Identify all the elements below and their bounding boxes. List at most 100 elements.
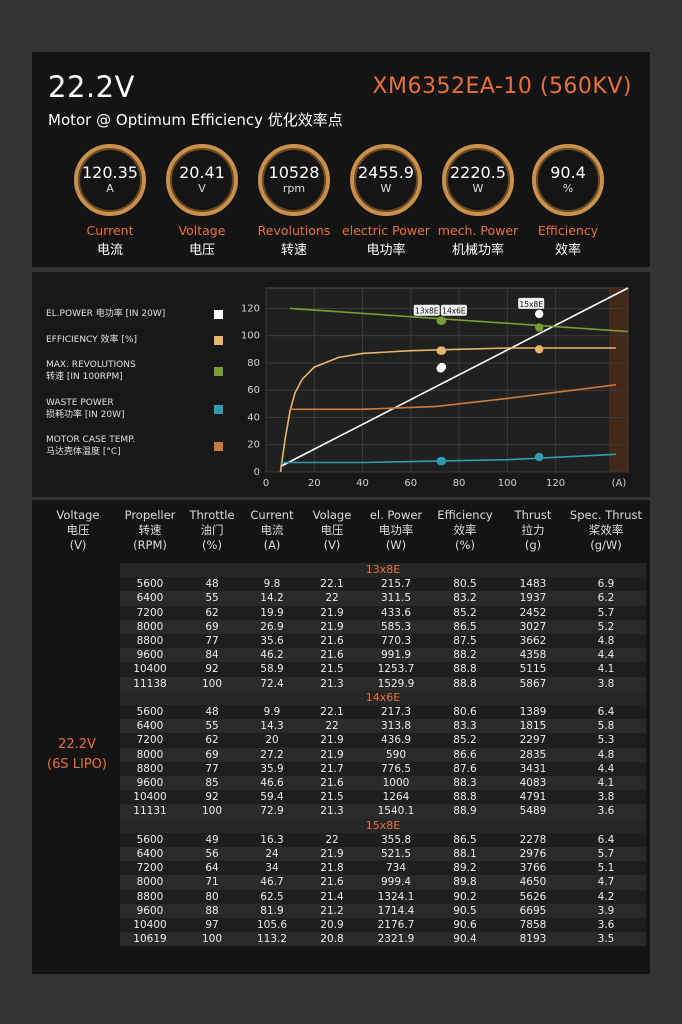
column-header-en: Spec. Thrust — [569, 508, 643, 522]
table-cell: 1389 — [519, 706, 547, 718]
column-header: Current 电流 (A) — [243, 508, 301, 553]
table-cell: 5.8 — [597, 720, 615, 733]
table-cell: 999.4 — [380, 876, 412, 889]
legend-item: EFFICIENCY 效率 [%] — [46, 334, 223, 346]
column-header-zh: 电压 — [320, 523, 344, 537]
table-cell: 8800 — [136, 635, 164, 647]
table-cell: 5867 — [519, 677, 547, 690]
table-cell: 9600 — [136, 904, 164, 917]
table-cell: 89.8 — [453, 876, 477, 889]
metric-card: 90.4% Efficiency 效率 — [522, 144, 614, 258]
column-header-zh: 转速 — [138, 523, 162, 537]
column-header-zh: 电功率 — [378, 523, 414, 537]
table-row — [120, 676, 646, 691]
table-cell: 5600 — [136, 706, 164, 718]
legend-swatch — [214, 336, 223, 345]
table-cell: 64 — [205, 862, 219, 875]
data-point — [437, 316, 447, 325]
table-cell: 62 — [205, 734, 219, 747]
table-cell: 56 — [205, 848, 219, 860]
table-cell: 9600 — [136, 777, 164, 789]
table-cell: 7858 — [519, 919, 547, 931]
table-cell: 46.7 — [260, 876, 284, 889]
column-header-zh: 油门 — [200, 523, 224, 537]
table-cell: 313.8 — [380, 720, 412, 733]
chart-panel: EL.POWER 电功率 [IN 20W] EFFICIENCY 效率 [%] MA… — [32, 272, 650, 497]
table-row — [120, 605, 646, 620]
column-header-unit: (%) — [455, 538, 475, 552]
table-cell: 521.5 — [380, 848, 412, 860]
table-row — [120, 705, 646, 720]
marker-label-box — [518, 297, 545, 309]
table-row — [120, 719, 646, 734]
column-header-en: Current — [250, 508, 294, 522]
table-cell: 21.6 — [320, 876, 344, 889]
x-tick-label: 40 — [356, 478, 369, 489]
legend-item: WASTE POWER 损耗功率 [IN 20W] — [46, 397, 223, 421]
table-cell: 590 — [385, 748, 407, 761]
metric-unit: rpm — [282, 182, 306, 195]
table-cell: 21.3 — [320, 805, 344, 818]
marker-label: 14x6E — [442, 307, 466, 316]
table-row — [120, 861, 646, 876]
legend-label: MOTOR CASE TEMP. — [46, 435, 136, 445]
marker-label-box — [440, 304, 467, 316]
table-row — [120, 761, 646, 776]
table-cell: 3431 — [519, 762, 547, 775]
column-header-unit: (RPM) — [133, 538, 167, 552]
table-cell: 69 — [205, 620, 219, 633]
column-header-en: Volage — [312, 508, 352, 522]
table-cell: 7200 — [136, 862, 164, 875]
x-tick-label: 0 — [263, 478, 269, 489]
table-cell: 991.9 — [380, 649, 412, 662]
metric-label-zh: 转速 — [280, 243, 307, 258]
table-cell: 77 — [205, 762, 219, 775]
marker-label: 15x8E — [519, 300, 543, 309]
model-title: XM6352EA-10 (560KV) — [372, 74, 632, 99]
y-tick-label: 80 — [247, 358, 260, 369]
table-cell: 48 — [205, 706, 219, 718]
table-cell: 1483 — [519, 578, 547, 591]
legend-label-cn: 转速 [IN 100RPM] — [46, 372, 123, 382]
legend-item: MAX. REVOLUTIONS 转速 [IN 100RPM] — [46, 359, 223, 383]
table-cell: 4.4 — [597, 762, 615, 775]
table-cell: 86.6 — [453, 748, 477, 761]
table-cell: 5.2 — [597, 620, 615, 633]
table-cell: 55 — [205, 720, 219, 733]
metric-label-zh: 电流 — [96, 243, 123, 258]
metric-unit: W — [380, 182, 392, 195]
table-cell: 69 — [205, 748, 219, 761]
table-cell: 88.3 — [453, 777, 477, 789]
table-cell: 21.9 — [320, 734, 344, 747]
table-cell: 88 — [205, 904, 219, 917]
metric-value: 2455.9 — [358, 163, 414, 182]
table-cell: 100 — [201, 805, 223, 818]
metric-label-zh: 效率 — [554, 243, 581, 258]
legend-swatch — [214, 310, 223, 319]
table-cell: 1815 — [519, 720, 547, 733]
x-tick-label: 100 — [498, 478, 517, 489]
table-row — [120, 918, 646, 933]
table-cell: 19.9 — [260, 606, 284, 619]
propeller-group-title: 14x6E — [120, 690, 646, 705]
table-cell: 9.8 — [263, 578, 281, 591]
table-row — [120, 591, 646, 606]
table-cell: 3.5 — [597, 933, 615, 946]
table-cell: 21.6 — [320, 649, 344, 662]
table-cell: 433.6 — [380, 606, 412, 619]
legend-label: EFFICIENCY 效率 [%] — [46, 335, 137, 345]
table-cell: 1253.7 — [377, 663, 415, 676]
table-cell: 85 — [205, 777, 219, 789]
metric-ring: 10528 rpm — [258, 144, 330, 216]
table-cell: 10619 — [133, 933, 167, 946]
table-cell: 55 — [205, 592, 219, 605]
propeller-group-title: 13x8E — [120, 563, 646, 578]
x-tick-label: 60 — [404, 478, 417, 489]
table-cell: 6.2 — [597, 592, 615, 605]
table-cell: 11131 — [133, 805, 167, 818]
table-cell: 21.6 — [320, 777, 344, 789]
table-cell: 8800 — [136, 890, 164, 903]
table-cell: 87.5 — [453, 635, 477, 647]
table-cell: 8193 — [519, 933, 547, 946]
